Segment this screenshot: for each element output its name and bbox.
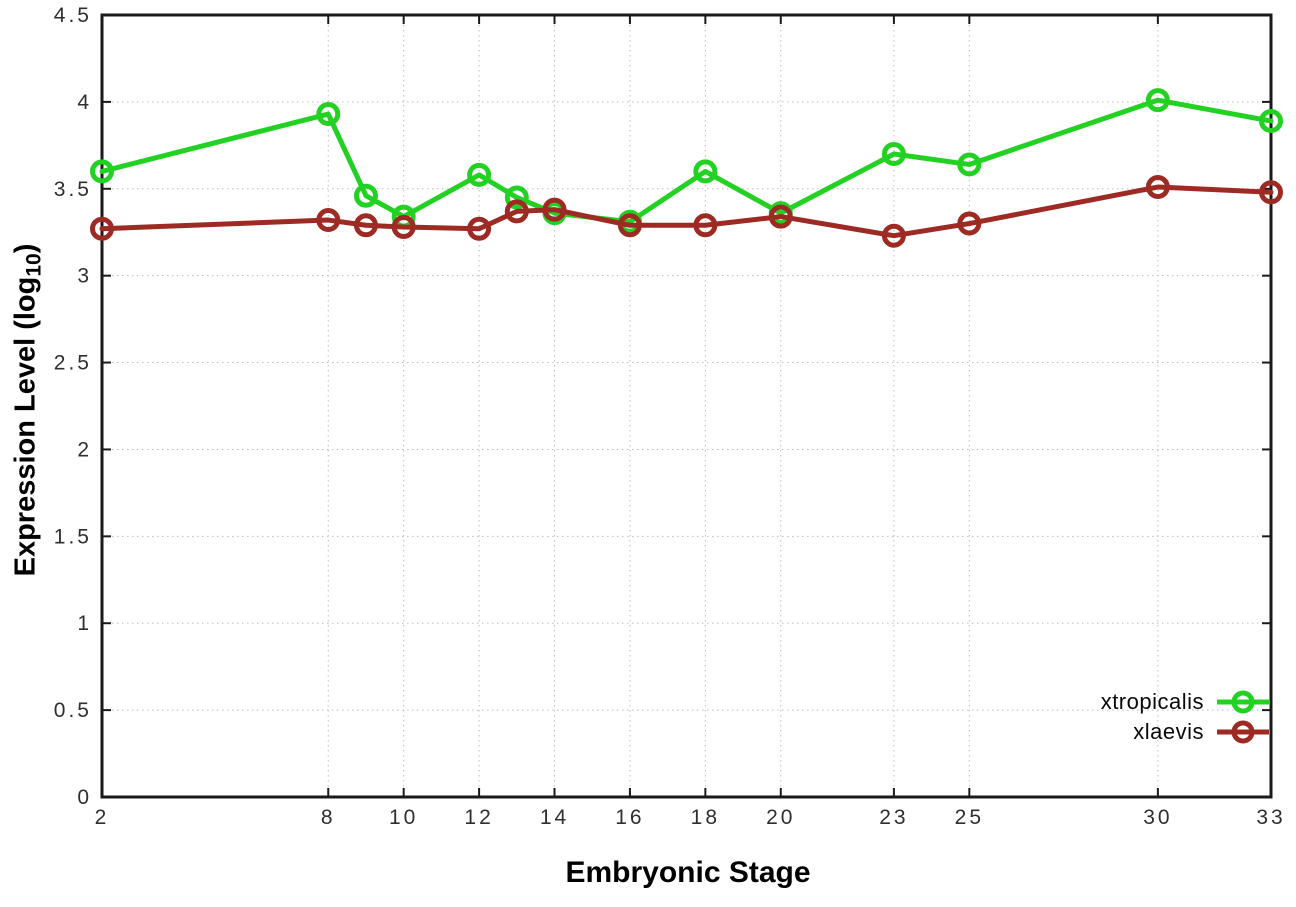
- x-tick-label: 23: [879, 806, 908, 829]
- data-point-xlaevis: [768, 204, 793, 229]
- x-tick-label: 8: [321, 806, 336, 829]
- x-tick-label: 20: [766, 806, 795, 829]
- data-point-xlaevis: [957, 211, 982, 236]
- data-point-xtropicalis: [504, 185, 529, 210]
- y-tick-label: 0: [77, 786, 92, 809]
- data-point-xtropicalis: [316, 102, 341, 127]
- x-tick-label: 10: [389, 806, 418, 829]
- y-axis-label-subscript: 10: [22, 253, 46, 277]
- data-point-xtropicalis: [693, 159, 718, 184]
- y-axis-label: Expression Level (log10): [10, 244, 47, 577]
- y-tick-label: 1: [77, 612, 92, 635]
- x-axis-label: Embryonic Stage: [565, 856, 811, 889]
- series-line-xtropicalis: [99, 97, 1274, 225]
- data-point-xlaevis: [881, 223, 906, 248]
- data-point-xlaevis: [504, 199, 529, 224]
- legend-label: xlaevis: [1133, 718, 1204, 744]
- data-point-xlaevis: [316, 208, 341, 233]
- data-point-xlaevis: [90, 216, 114, 241]
- legend-label: xtropicalis: [1100, 688, 1204, 714]
- x-tick-label: 30: [1143, 806, 1172, 829]
- data-point-xtropicalis: [353, 183, 378, 208]
- series-line-xlaevis: [99, 184, 1274, 239]
- data-point-xlaevis: [467, 216, 492, 241]
- y-axis-label-main: Expression Level (log: [9, 276, 42, 577]
- legend-marker-xtropicalis: [1217, 690, 1269, 713]
- data-point-xtropicalis: [881, 142, 906, 167]
- data-point-xlaevis: [542, 197, 567, 222]
- x-tick-label: 16: [615, 806, 644, 829]
- y-tick-label: 2.5: [54, 352, 92, 375]
- y-tick-label: 3: [77, 265, 92, 288]
- x-tick-label: 25: [955, 806, 984, 829]
- x-tick-label: 18: [691, 806, 720, 829]
- legend-item-xtropicalis: xtropicalis: [1101, 688, 1270, 715]
- data-point-xlaevis: [693, 213, 718, 238]
- data-point-xlaevis: [1145, 175, 1170, 200]
- legend-marker-xlaevis: [1217, 720, 1269, 743]
- y-tick-label: 4: [77, 91, 92, 114]
- legend-item-xlaevis: xlaevis: [1101, 718, 1270, 745]
- plot-border: [100, 13, 1273, 799]
- y-tick-label: 2: [77, 438, 92, 461]
- data-point-xlaevis: [391, 215, 416, 240]
- legend: xtropicalis xlaevis: [1101, 688, 1270, 745]
- data-point-xlaevis: [617, 213, 642, 238]
- data-point-xlaevis: [1259, 180, 1283, 205]
- y-axis-label-close: ): [9, 243, 42, 254]
- data-point-xtropicalis: [957, 152, 982, 177]
- y-tick-label: 4.5: [54, 4, 92, 27]
- x-tick-label: 14: [540, 806, 569, 829]
- data-point-xtropicalis: [1145, 88, 1170, 113]
- data-point-xlaevis: [353, 213, 378, 238]
- data-point-xtropicalis: [90, 159, 114, 184]
- x-tick-label: 2: [95, 806, 110, 829]
- x-tick-label: 12: [464, 806, 493, 829]
- x-tick-label: 33: [1256, 806, 1285, 829]
- data-point-xtropicalis: [1259, 109, 1283, 134]
- y-tick-label: 0.5: [54, 699, 92, 722]
- y-tick-label: 1.5: [54, 525, 92, 548]
- data-point-xtropicalis: [467, 162, 492, 187]
- y-tick-label: 3.5: [54, 178, 92, 201]
